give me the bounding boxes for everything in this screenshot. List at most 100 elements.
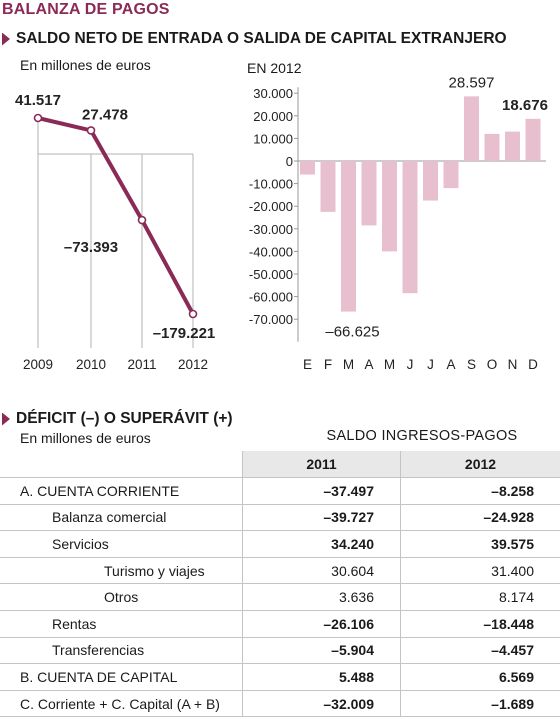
- x-tick-label: 2009: [23, 357, 53, 372]
- cell-2011: –26.106: [242, 610, 401, 638]
- row-label: Rentas: [0, 610, 243, 638]
- section-heading-deficit: DÉFICIT (–) O SUPERÁVIT (+): [2, 410, 233, 428]
- bar: [525, 118, 541, 161]
- cell-2012: 6.569: [400, 663, 560, 691]
- line-chart: 41.517 27.478 –73.393 –179.221 2009 2010 2011 2…: [15, 92, 216, 372]
- table-row: Transferencias –5.904 –4.457: [0, 637, 560, 665]
- x-tick-label: M: [384, 357, 395, 372]
- data-label: –66.625: [325, 324, 379, 341]
- row-label: C. Corriente + C. Capital (A + B): [0, 690, 243, 718]
- y-tick-label: 0: [286, 154, 293, 169]
- cell-2012: 39.575: [400, 530, 560, 558]
- bar: [505, 131, 520, 161]
- row-label: Transferencias: [0, 637, 243, 665]
- y-tick-label: -70.000: [249, 312, 293, 327]
- bar: [361, 161, 377, 226]
- data-label: –179.221: [153, 325, 216, 342]
- table-row: B. CUENTA DE CAPITAL 5.488 6.569: [0, 663, 560, 691]
- table-row: Turismo y viajes 30.604 31.400: [0, 557, 560, 585]
- table-header-row: 2011 2012: [0, 451, 560, 478]
- table-header-blank: [0, 451, 243, 478]
- x-tick-label: D: [528, 357, 538, 372]
- y-tick-label: -60.000: [249, 290, 293, 305]
- section-heading-text: SALDO NETO DE ENTRADA O SALIDA DE CAPITA…: [16, 30, 507, 47]
- section-heading-saldo: SALDO NETO DE ENTRADA O SALIDA DE CAPITA…: [2, 30, 507, 48]
- cell-2011: 30.604: [242, 557, 401, 585]
- x-tick-label: 2011: [127, 357, 156, 372]
- section-marker-icon: [2, 32, 10, 46]
- table-row: Balanza comercial –39.727 –24.928: [0, 504, 560, 532]
- x-tick-label: J: [407, 357, 414, 372]
- x-tick-label: O: [487, 357, 498, 372]
- row-label: A. CUENTA CORRIENTE: [0, 477, 243, 505]
- x-tick-label: J: [427, 357, 434, 372]
- bar: [464, 96, 479, 161]
- cell-2011: 3.636: [242, 583, 401, 611]
- y-tick-label: -20.000: [249, 199, 293, 214]
- data-label: 18.676: [502, 97, 548, 114]
- y-tick-label: -30.000: [249, 222, 293, 237]
- data-label: 27.478: [82, 106, 128, 123]
- page-title: BALANZA DE PAGOS: [2, 1, 170, 18]
- table-row: C. Corriente + C. Capital (A + B) –32.00…: [0, 690, 560, 718]
- units-label: En millones de euros: [20, 430, 151, 446]
- data-label: –73.393: [64, 239, 118, 256]
- table-row: Rentas –26.106 –18.448: [0, 610, 560, 638]
- cell-2011: –39.727: [242, 504, 401, 532]
- cell-2011: –32.009: [242, 690, 401, 718]
- column-header-2012: 2012: [400, 451, 560, 478]
- table-row: Servicios 34.240 39.575: [0, 530, 560, 558]
- bar: [484, 133, 500, 161]
- cell-2012: –8.258: [400, 477, 560, 505]
- bar-chart: 30.000 20.000 10.000 0 -10.000 -20.000 -30.000…: [249, 74, 548, 372]
- row-label: Otros: [0, 583, 243, 611]
- x-tick-label: E: [303, 357, 312, 372]
- cell-2012: –1.689: [400, 690, 560, 718]
- section-heading-text: DÉFICIT (–) O SUPERÁVIT (+): [16, 410, 233, 427]
- bar: [423, 161, 438, 201]
- bar: [300, 161, 315, 175]
- cell-2011: 34.240: [242, 530, 401, 558]
- row-label: B. CUENTA DE CAPITAL: [0, 663, 243, 691]
- balance-table: 2011 2012 A. CUENTA CORRIENTE –37.497 –8…: [0, 451, 560, 718]
- x-tick-label: 2010: [76, 357, 106, 372]
- section-marker-icon: [2, 412, 10, 426]
- x-tick-label: M: [343, 357, 354, 372]
- bar: [402, 161, 418, 294]
- x-tick-label: A: [446, 357, 455, 372]
- row-label: Servicios: [0, 530, 243, 558]
- cell-2011: 5.488: [242, 663, 401, 691]
- column-header-2011: 2011: [242, 451, 401, 478]
- data-label: 28.597: [449, 74, 495, 91]
- y-tick-label: 30.000: [253, 86, 293, 101]
- table-row: Otros 3.636 8.174: [0, 583, 560, 611]
- cell-2012: –4.457: [400, 637, 560, 665]
- cell-2012: –18.448: [400, 610, 560, 638]
- x-tick-label: F: [324, 357, 332, 372]
- row-label: Balanza comercial: [0, 504, 243, 532]
- data-point: [86, 126, 96, 135]
- data-point: [137, 215, 147, 225]
- cell-2012: –24.928: [400, 504, 560, 532]
- y-tick-label: 20.000: [253, 109, 293, 124]
- y-tick-label: 10.000: [253, 131, 293, 146]
- x-tick-label: A: [364, 357, 373, 372]
- bar: [443, 161, 459, 189]
- units-label: En millones de euros: [20, 57, 151, 73]
- cell-2012: 8.174: [400, 583, 560, 611]
- cell-2011: –5.904: [242, 637, 401, 665]
- x-tick-label: N: [508, 357, 518, 372]
- series-line: [37, 116, 195, 315]
- cell-2012: 31.400: [400, 557, 560, 585]
- data-label: 41.517: [15, 92, 61, 109]
- data-point: [188, 309, 198, 319]
- data-point: [33, 113, 43, 123]
- table-title: SALDO INGRESOS-PAGOS: [326, 428, 518, 444]
- table-row: A. CUENTA CORRIENTE –37.497 –8.258: [0, 477, 560, 505]
- y-tick-label: -40.000: [249, 244, 293, 259]
- bar: [382, 161, 397, 252]
- x-tick-label: 2012: [178, 357, 208, 372]
- year-label: EN 2012: [247, 60, 302, 76]
- y-tick-label: -50.000: [249, 267, 293, 282]
- bar: [341, 161, 356, 312]
